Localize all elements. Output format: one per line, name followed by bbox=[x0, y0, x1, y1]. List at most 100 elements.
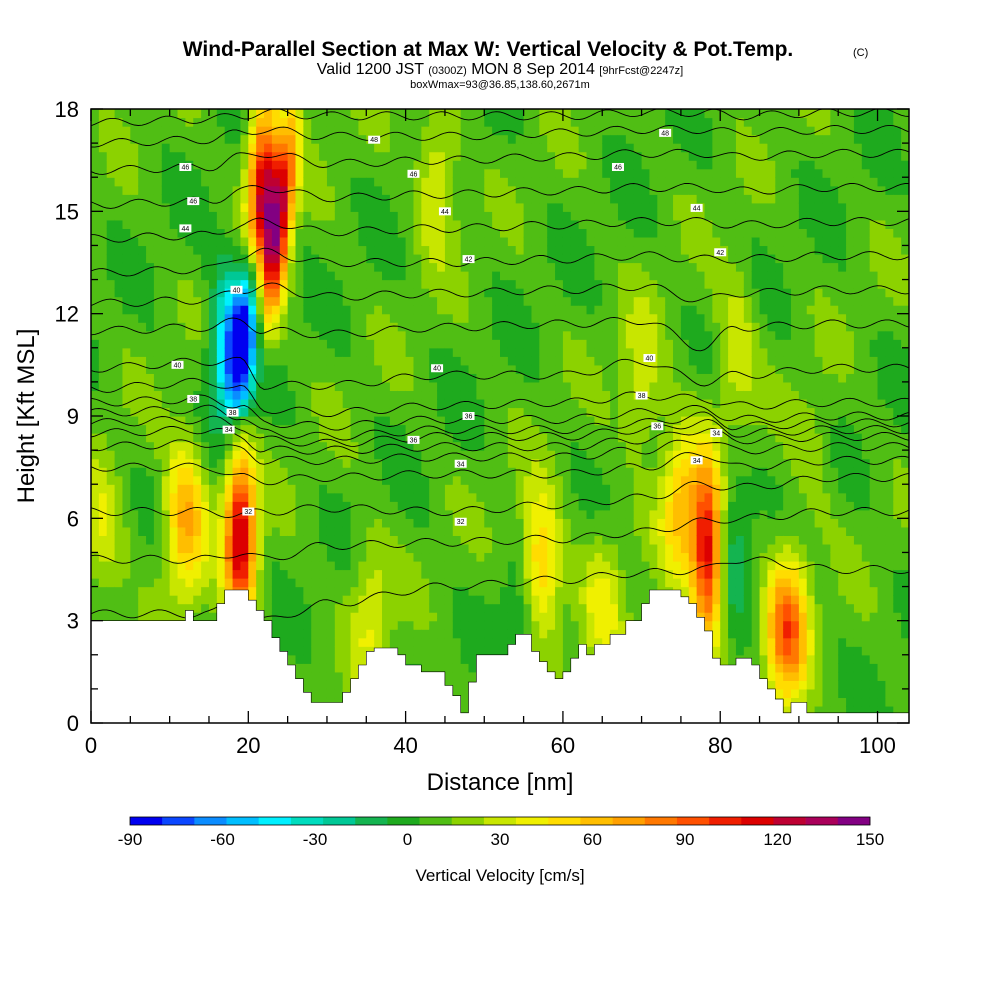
velocity-cell bbox=[311, 646, 320, 656]
velocity-cell bbox=[594, 364, 603, 374]
velocity-cell bbox=[114, 381, 124, 392]
velocity-cell bbox=[279, 467, 289, 477]
velocity-cell bbox=[208, 586, 218, 596]
velocity-cell bbox=[91, 160, 100, 170]
velocity-cell bbox=[122, 433, 131, 443]
velocity-cell bbox=[248, 236, 257, 247]
velocity-cell bbox=[248, 475, 257, 485]
velocity-cell bbox=[161, 578, 171, 588]
velocity-cell bbox=[232, 373, 242, 383]
velocity-cell bbox=[460, 680, 470, 690]
velocity-cell bbox=[570, 458, 580, 468]
velocity-cell bbox=[610, 492, 619, 502]
velocity-cell bbox=[146, 543, 155, 554]
velocity-cell bbox=[334, 347, 344, 357]
velocity-cell bbox=[232, 467, 242, 477]
velocity-cell bbox=[507, 518, 517, 528]
velocity-cell bbox=[146, 253, 155, 264]
velocity-cell bbox=[153, 509, 163, 519]
velocity-cell bbox=[358, 194, 367, 204]
velocity-cell bbox=[625, 535, 635, 545]
velocity-cell bbox=[523, 441, 533, 451]
velocity-cell bbox=[216, 185, 226, 195]
velocity-cell bbox=[106, 501, 116, 511]
velocity-cell bbox=[264, 595, 273, 605]
velocity-cell bbox=[602, 381, 611, 392]
velocity-cell bbox=[208, 569, 218, 579]
velocity-cell bbox=[555, 219, 564, 229]
velocity-cell bbox=[264, 501, 273, 511]
velocity-cell bbox=[562, 509, 572, 519]
velocity-cell bbox=[264, 305, 273, 315]
velocity-cell bbox=[602, 117, 611, 127]
velocity-cell bbox=[374, 356, 383, 366]
velocity-cell bbox=[98, 578, 108, 588]
velocity-cell bbox=[153, 253, 163, 264]
velocity-cell bbox=[437, 612, 446, 622]
velocity-cell bbox=[91, 595, 100, 605]
velocity-cell bbox=[484, 253, 493, 264]
velocity-cell bbox=[617, 322, 627, 332]
velocity-cell bbox=[421, 245, 430, 255]
velocity-cell bbox=[617, 236, 627, 247]
velocity-cell bbox=[366, 168, 375, 178]
velocity-cell bbox=[610, 356, 619, 366]
velocity-cell bbox=[240, 390, 249, 400]
velocity-cell bbox=[382, 356, 391, 366]
velocity-cell bbox=[555, 663, 564, 673]
velocity-cell bbox=[539, 535, 548, 545]
velocity-cell bbox=[216, 586, 226, 596]
velocity-cell bbox=[413, 322, 422, 332]
velocity-cell bbox=[366, 126, 375, 136]
velocity-cell bbox=[492, 620, 501, 630]
velocity-cell bbox=[500, 134, 509, 144]
velocity-cell bbox=[468, 109, 478, 119]
velocity-cell bbox=[311, 339, 320, 349]
velocity-cell bbox=[256, 407, 265, 417]
velocity-cell bbox=[311, 168, 320, 178]
velocity-cell bbox=[248, 450, 257, 460]
velocity-cell bbox=[295, 356, 304, 366]
velocity-cell bbox=[334, 177, 344, 187]
velocity-cell bbox=[358, 603, 367, 613]
velocity-cell bbox=[437, 322, 446, 332]
velocity-cell bbox=[500, 288, 509, 298]
velocity-cell bbox=[586, 509, 595, 519]
velocity-cell bbox=[185, 416, 194, 426]
velocity-cell bbox=[594, 535, 603, 545]
velocity-cell bbox=[334, 262, 344, 272]
velocity-cell bbox=[334, 305, 344, 315]
velocity-cell bbox=[421, 578, 430, 588]
velocity-cell bbox=[389, 492, 399, 502]
velocity-cell bbox=[531, 424, 540, 434]
velocity-cell bbox=[570, 441, 580, 451]
velocity-cell bbox=[460, 151, 470, 161]
velocity-cell bbox=[366, 219, 375, 229]
velocity-cell bbox=[562, 253, 572, 264]
velocity-cell bbox=[146, 492, 155, 502]
velocity-cell bbox=[358, 253, 367, 264]
velocity-cell bbox=[350, 211, 360, 221]
velocity-cell bbox=[570, 168, 580, 178]
velocity-cell bbox=[201, 458, 210, 468]
velocity-cell bbox=[334, 663, 344, 673]
velocity-cell bbox=[271, 194, 281, 204]
velocity-cell bbox=[484, 228, 493, 238]
velocity-cell bbox=[256, 586, 265, 596]
velocity-cell bbox=[610, 109, 619, 119]
velocity-cell bbox=[523, 219, 533, 229]
velocity-cell bbox=[201, 492, 210, 502]
velocity-cell bbox=[500, 168, 509, 178]
velocity-cell bbox=[224, 185, 234, 195]
velocity-cell bbox=[382, 543, 391, 554]
velocity-cell bbox=[114, 441, 124, 451]
velocity-cell bbox=[295, 185, 304, 195]
velocity-cell bbox=[452, 381, 462, 392]
velocity-cell bbox=[523, 509, 533, 519]
velocity-cell bbox=[555, 288, 564, 298]
velocity-cell bbox=[256, 305, 265, 315]
velocity-cell bbox=[177, 271, 186, 281]
velocity-cell bbox=[578, 381, 588, 392]
velocity-cell bbox=[515, 458, 525, 468]
velocity-cell bbox=[271, 433, 281, 443]
